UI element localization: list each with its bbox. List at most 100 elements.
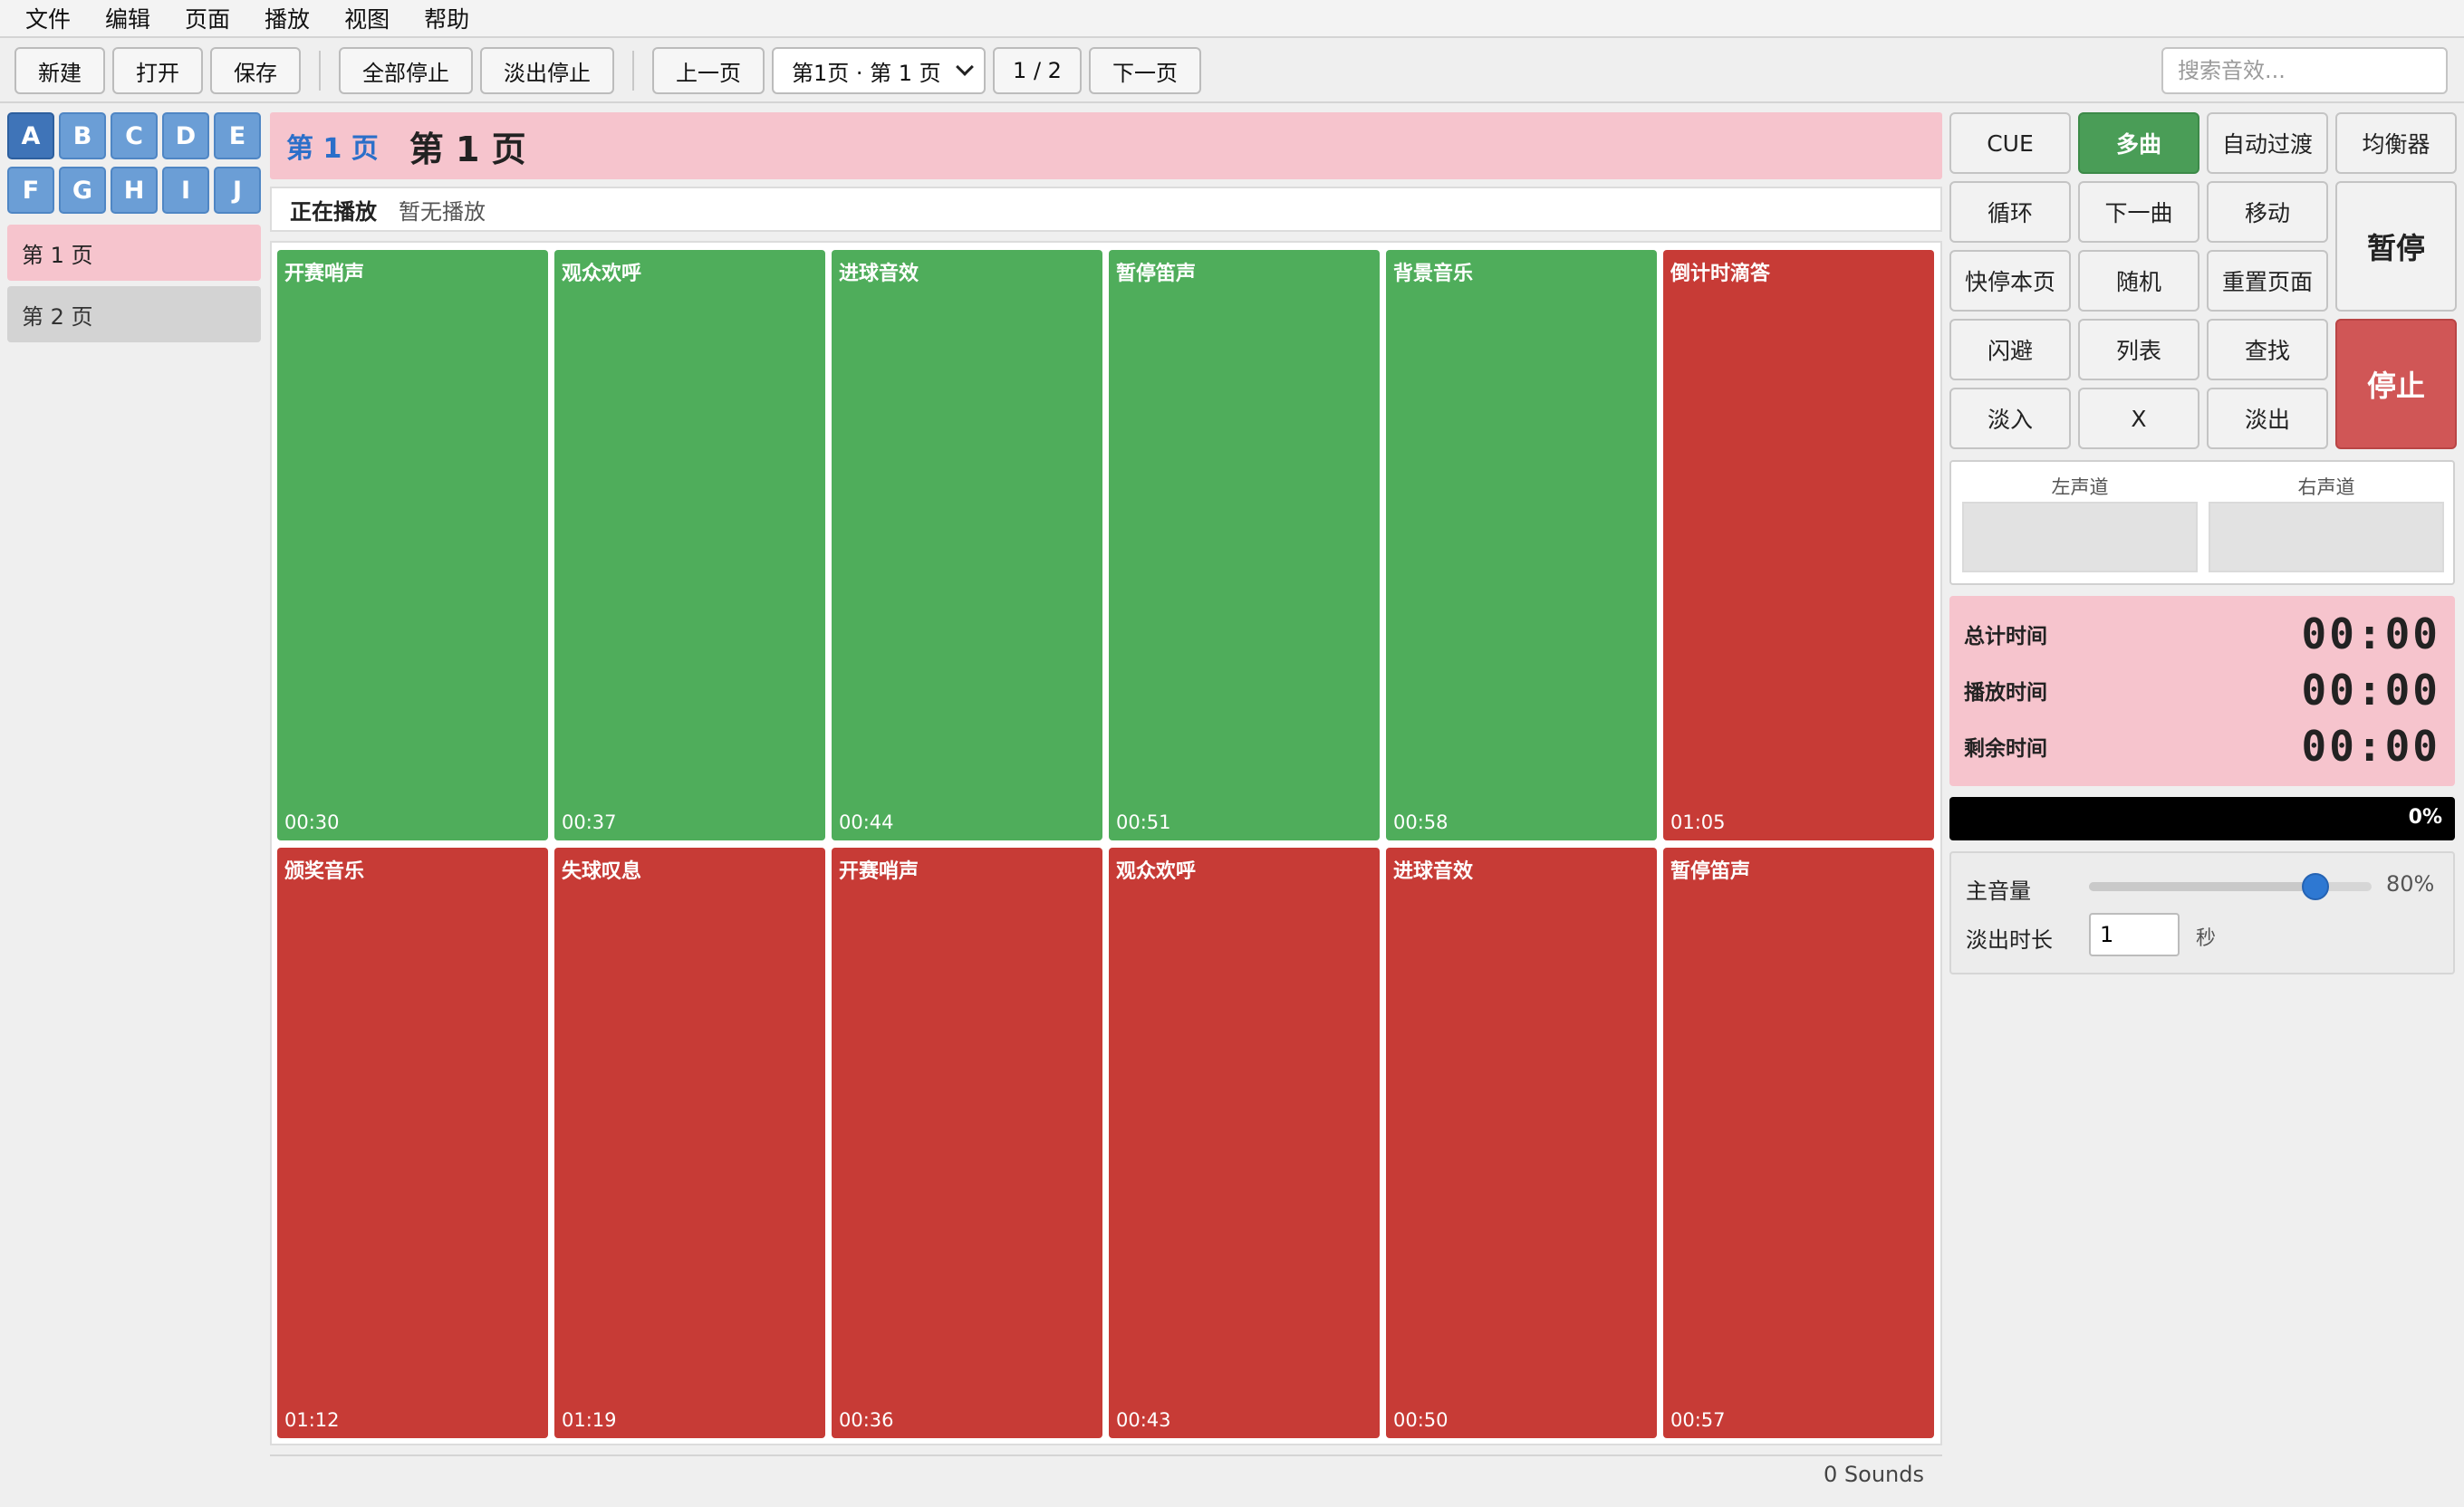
fade-duration-label: 淡出时长 (1966, 927, 2053, 953)
save-button[interactable]: 保存 (210, 47, 301, 94)
page-header: 第 1 页 第 1 页 (270, 112, 1942, 179)
list-button[interactable]: 列表 (2078, 319, 2199, 380)
sound-pad[interactable]: 背景音乐 00:58 (1386, 250, 1657, 840)
bank-b-button[interactable]: B (59, 112, 106, 159)
bank-j-button[interactable]: J (214, 167, 261, 214)
pause-button[interactable]: 暂停 (2335, 181, 2457, 312)
pad-name: 进球音效 (1393, 860, 1474, 883)
find-button[interactable]: 查找 (2207, 319, 2328, 380)
sound-pad[interactable]: 暂停笛声 00:57 (1663, 848, 1934, 1438)
left-channel-label: 左声道 (2051, 476, 2109, 498)
pad-duration: 00:51 (1116, 811, 1171, 833)
volume-panel: 主音量 80% 淡出时长 秒 (1949, 851, 2455, 974)
x-button[interactable]: X (2078, 388, 2199, 449)
fade-out-button[interactable]: 淡出 (2207, 388, 2328, 449)
sound-pad[interactable]: 开赛哨声 00:36 (832, 848, 1102, 1438)
pad-duration: 00:36 (839, 1409, 894, 1431)
open-button[interactable]: 打开 (112, 47, 203, 94)
sound-pad[interactable]: 暂停笛声 00:51 (1109, 250, 1380, 840)
menu-view[interactable]: 视图 (344, 6, 390, 33)
pad-name: 暂停笛声 (1116, 263, 1197, 285)
fade-in-button[interactable]: 淡入 (1949, 388, 2071, 449)
reset-page-button[interactable]: 重置页面 (2207, 250, 2328, 312)
bank-e-button[interactable]: E (214, 112, 261, 159)
pad-name: 背景音乐 (1393, 263, 1474, 285)
fade-duration-input[interactable] (2089, 913, 2180, 956)
sound-count: 0 Sounds (1824, 1462, 1924, 1487)
move-button[interactable]: 移动 (2207, 181, 2328, 243)
menu-help[interactable]: 帮助 (424, 6, 470, 33)
left-channel-meter (1962, 502, 2198, 572)
page-select[interactable]: 第1页 · 第 1 页 (772, 47, 986, 94)
sound-pad[interactable]: 颁奖音乐 01:12 (277, 848, 548, 1438)
multi-track-button[interactable]: 多曲 (2078, 112, 2199, 174)
bank-a-button[interactable]: A (7, 112, 54, 159)
page-title: 第 1 页 (409, 129, 526, 169)
page-list-item-1[interactable]: 第 1 页 (7, 225, 261, 281)
now-playing-label: 正在播放 (290, 198, 377, 225)
pad-duration: 01:05 (1670, 811, 1726, 833)
sound-pad[interactable]: 开赛哨声 00:30 (277, 250, 548, 840)
random-button[interactable]: 随机 (2078, 250, 2199, 312)
master-volume-value: 80% (2386, 871, 2435, 897)
bank-g-button[interactable]: G (59, 167, 106, 214)
sound-pad[interactable]: 观众欢呼 00:43 (1109, 848, 1380, 1438)
menu-page[interactable]: 页面 (185, 6, 231, 33)
cue-button[interactable]: CUE (1949, 112, 2071, 174)
pad-duration: 00:44 (839, 811, 894, 833)
volume-slider-thumb[interactable] (2301, 873, 2329, 900)
playback-progress-bar[interactable]: 0% (1949, 797, 2455, 840)
search-input[interactable] (2161, 47, 2448, 94)
quick-stop-page-button[interactable]: 快停本页 (1949, 250, 2071, 312)
pad-name: 暂停笛声 (1670, 860, 1751, 883)
toolbar-divider (632, 51, 634, 91)
prev-page-button[interactable]: 上一页 (652, 47, 765, 94)
bank-c-button[interactable]: C (111, 112, 158, 159)
sound-pad[interactable]: 倒计时滴答 01:05 (1663, 250, 1934, 840)
stop-all-button[interactable]: 全部停止 (339, 47, 473, 94)
sound-pad[interactable]: 失球叹息 01:19 (554, 848, 825, 1438)
bank-f-button[interactable]: F (7, 167, 54, 214)
total-time-row: 总计时间 00:00 (1964, 609, 2440, 659)
played-time-label: 播放时间 (1964, 681, 2047, 705)
stop-button[interactable]: 停止 (2335, 319, 2457, 449)
auto-crossfade-button[interactable]: 自动过渡 (2207, 112, 2328, 174)
chevron-down-icon (956, 58, 974, 76)
master-volume-slider[interactable] (2089, 873, 2372, 900)
new-button[interactable]: 新建 (14, 47, 105, 94)
pad-duration: 00:43 (1116, 1409, 1171, 1431)
menu-play[interactable]: 播放 (265, 6, 311, 33)
total-time-label: 总计时间 (1964, 625, 2047, 648)
time-display: 总计时间 00:00 播放时间 00:00 剩余时间 00:00 (1949, 596, 2455, 786)
footer-divider (270, 1454, 1942, 1456)
played-time-row: 播放时间 00:00 (1964, 665, 2440, 715)
pad-duration: 00:30 (284, 811, 340, 833)
next-page-button[interactable]: 下一页 (1089, 47, 1201, 94)
bank-d-button[interactable]: D (162, 112, 209, 159)
pad-grid: 开赛哨声 00:30 观众欢呼 00:37 进球音效 00:44 暂停笛声 00… (270, 241, 1942, 1445)
level-meters: 左声道 右声道 (1949, 460, 2455, 585)
pad-name: 进球音效 (839, 263, 919, 285)
pad-name: 观众欢呼 (1116, 860, 1197, 883)
bank-h-button[interactable]: H (111, 167, 158, 214)
duck-button[interactable]: 闪避 (1949, 319, 2071, 380)
bank-i-button[interactable]: I (162, 167, 209, 214)
right-channel-meter (2209, 502, 2444, 572)
sound-pad[interactable]: 进球音效 00:50 (1386, 848, 1657, 1438)
fade-stop-button[interactable]: 淡出停止 (480, 47, 614, 94)
menu-edit[interactable]: 编辑 (105, 6, 151, 33)
page-list-item-2[interactable]: 第 2 页 (7, 286, 261, 342)
pad-name: 开赛哨声 (839, 860, 919, 883)
equalizer-button[interactable]: 均衡器 (2335, 112, 2457, 174)
next-track-button[interactable]: 下一曲 (2078, 181, 2199, 243)
sound-pad[interactable]: 观众欢呼 00:37 (554, 250, 825, 840)
menu-bar: 文件 编辑 页面 播放 视图 帮助 (0, 0, 2464, 38)
pad-duration: 00:50 (1393, 1409, 1449, 1431)
sound-pad[interactable]: 进球音效 00:44 (832, 250, 1102, 840)
remaining-time-row: 剩余时间 00:00 (1964, 721, 2440, 772)
remaining-time-label: 剩余时间 (1964, 737, 2047, 761)
loop-button[interactable]: 循环 (1949, 181, 2071, 243)
played-time-value: 00:00 (2301, 666, 2440, 715)
menu-file[interactable]: 文件 (25, 6, 72, 33)
pad-duration: 01:12 (284, 1409, 340, 1431)
